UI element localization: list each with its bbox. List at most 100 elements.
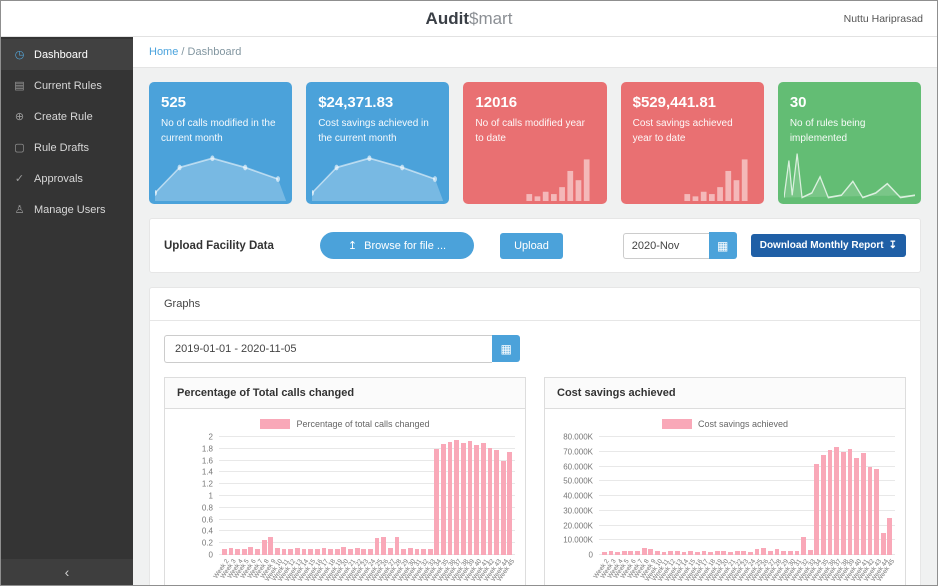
bar (467, 441, 473, 555)
stat-label: No of calls modified in the current mont… (161, 118, 276, 144)
gridline (219, 506, 515, 508)
bar (721, 551, 727, 555)
y-tick-label: 0.4 (201, 526, 213, 536)
sidebar-item-label: Create Rule (34, 110, 93, 123)
sidebar-collapse-button[interactable]: ‹ (1, 559, 133, 585)
bar (748, 551, 753, 555)
bar (767, 551, 773, 555)
bar (847, 448, 853, 555)
bar (241, 548, 247, 555)
date-range-calendar-button[interactable]: ▦ (492, 335, 521, 362)
user-name[interactable]: Nuttu Hariprasad (843, 12, 923, 25)
create-rule-icon: ⊕ (14, 111, 25, 123)
bar (681, 551, 687, 555)
browse-for-file-button[interactable]: ↥ Browse for file ... (319, 232, 475, 259)
bar (834, 447, 840, 555)
stat-value: $529,441.81 (632, 94, 717, 111)
bar (494, 449, 499, 555)
y-tick-label: 70.000K (563, 447, 593, 457)
calls-changed-bar-chart: 0 0.2 0.4 0.6 0.8 1 1.2 1.4 1.6 1.8 2 Week 2 Week 3… (175, 433, 517, 585)
y-tick-label: 0 (588, 550, 593, 560)
sidebar-item-dashboard[interactable]: ◷ Dashboard (1, 39, 133, 70)
stat-card-calls-month: 525 No of calls modified in the current … (149, 82, 293, 204)
chart-panel-cost-savings: Cost savings achieved Cost savings achie… (544, 377, 906, 585)
y-tick-label: 0 (208, 550, 213, 560)
bar (460, 442, 466, 555)
bar (601, 552, 607, 555)
calendar-icon: ▦ (717, 238, 729, 253)
bar (887, 518, 893, 555)
bar (480, 442, 486, 555)
bar (328, 549, 333, 555)
chart-legend: Cost savings achieved (555, 419, 895, 429)
graphs-card: Graphs ▦ Percentage of Total calls chang… (149, 287, 921, 585)
bar (235, 549, 240, 555)
brand-secondary: $mart (468, 8, 513, 28)
stat-cards-row: 525 No of calls modified in the current … (149, 82, 922, 204)
calendar-icon-button[interactable]: ▦ (708, 232, 737, 259)
sidebar-item-current-rules[interactable]: ▤ Current Rules (1, 70, 133, 101)
y-tick-label: 0.2 (201, 538, 213, 548)
month-input[interactable] (622, 232, 709, 259)
bar (701, 551, 707, 555)
bar (261, 540, 267, 555)
bar (774, 548, 780, 555)
gridline (219, 554, 515, 555)
upload-button[interactable]: Upload (500, 232, 563, 259)
bar (414, 549, 420, 555)
bar (474, 444, 480, 555)
gridline (219, 483, 515, 485)
bar (694, 551, 700, 555)
date-range-input[interactable] (164, 335, 493, 363)
bar (288, 548, 294, 555)
legend-label: Cost savings achieved (697, 419, 789, 429)
gridline (599, 480, 895, 482)
bar (487, 447, 493, 555)
stat-value: 525 (161, 94, 187, 111)
main-area: Home / Dashboard 525 No of calls modifie… (133, 37, 937, 585)
sidebar-item-label: Rule Drafts (34, 141, 90, 154)
bar (348, 549, 353, 555)
bar (714, 551, 720, 555)
stat-value: $24,371.83 (318, 94, 394, 111)
sidebar-item-create-rule[interactable]: ⊕ Create Rule (1, 101, 133, 132)
sidebar-item-manage-users[interactable]: ♙ Manage Users (1, 194, 133, 225)
gridline (219, 436, 515, 437)
y-tick-label: 20.000K (563, 521, 593, 530)
sidebar-item-approvals[interactable]: ✓ Approvals (1, 163, 133, 194)
download-icon: ↧ (888, 240, 897, 251)
bar (255, 549, 260, 555)
bar (840, 451, 846, 555)
plot-area (219, 436, 515, 555)
download-monthly-report-button[interactable]: Download Monthly Report ↧ (750, 234, 906, 257)
bar (507, 451, 513, 555)
bar (441, 444, 446, 555)
y-tick-label: 1 (208, 491, 213, 501)
breadcrumb-home-link[interactable]: Home (149, 46, 179, 58)
bar (648, 548, 654, 555)
y-tick-label: 0.6 (201, 515, 213, 525)
bar (641, 547, 647, 555)
breadcrumb: Home / Dashboard (133, 37, 937, 68)
bar (301, 549, 307, 555)
bar (368, 548, 373, 555)
bar (880, 532, 886, 555)
plot-area (599, 436, 895, 555)
bar (407, 547, 413, 555)
y-tick-label: 1.8 (201, 444, 213, 454)
bar (500, 460, 506, 555)
bar (454, 439, 460, 555)
bar (821, 454, 826, 555)
bar (635, 551, 640, 555)
bar (321, 547, 327, 555)
graphs-section-title: Graphs (150, 288, 920, 321)
bar (447, 441, 453, 555)
bar (827, 450, 833, 555)
bar (860, 453, 866, 555)
bar (275, 547, 280, 555)
bar (401, 548, 406, 555)
chart-panel-calls-changed: Percentage of Total calls changed Percen… (164, 377, 526, 585)
sidebar-item-rule-drafts[interactable]: ▢ Rule Drafts (1, 132, 133, 163)
bar (394, 537, 400, 555)
bar (814, 463, 820, 555)
